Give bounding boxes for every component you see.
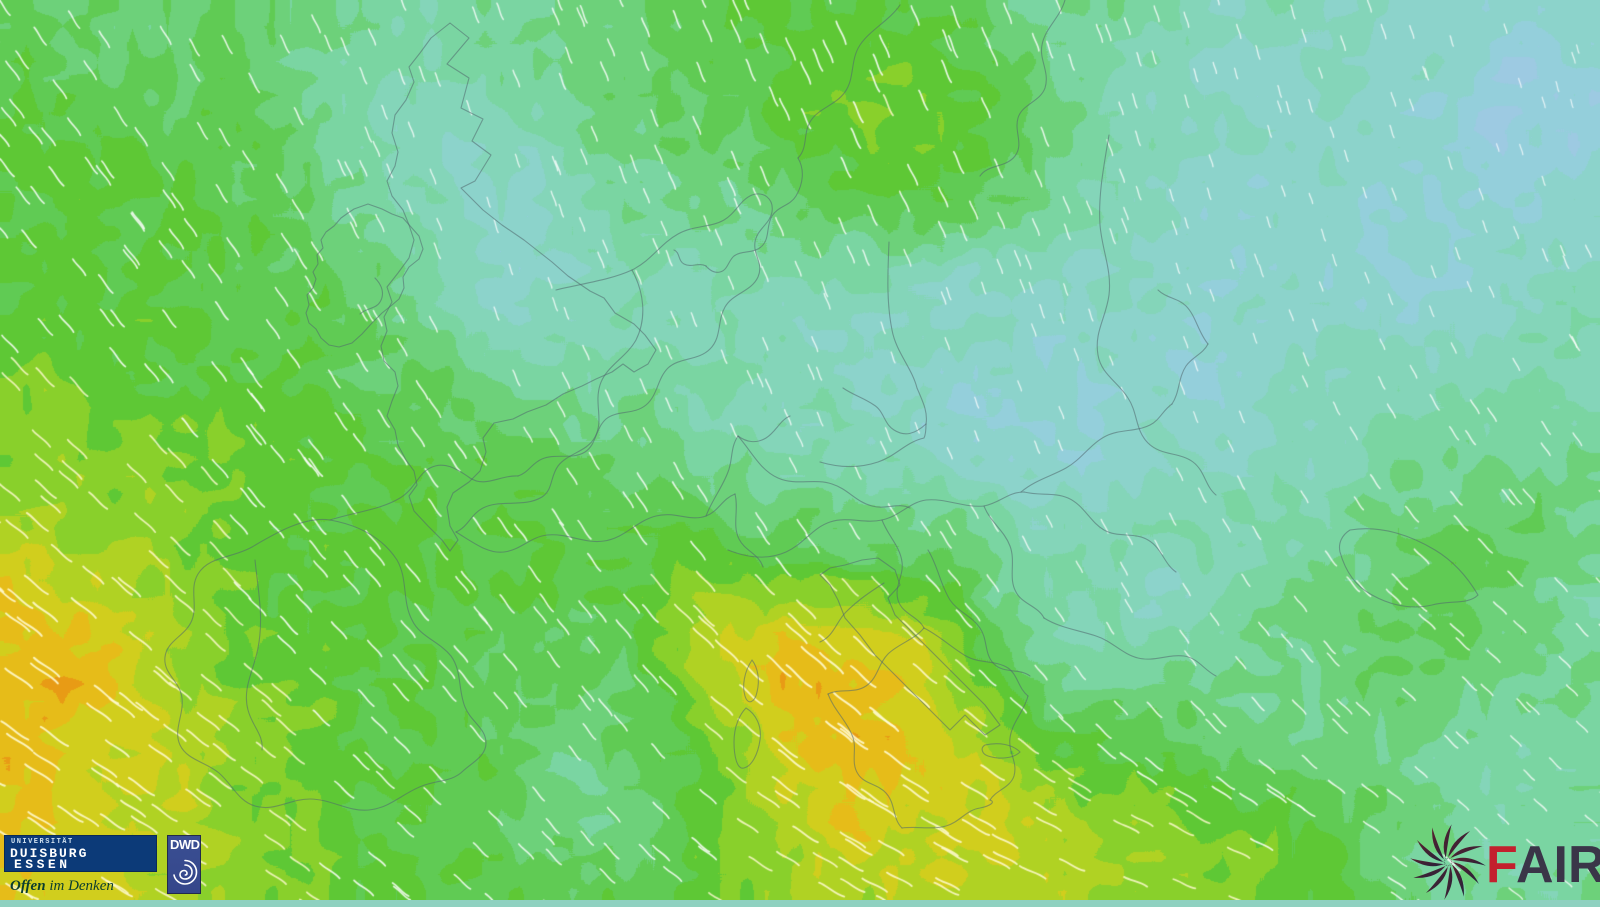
svg-text:AIR: AIR [1516,836,1600,894]
svg-text:F: F [1486,836,1518,894]
